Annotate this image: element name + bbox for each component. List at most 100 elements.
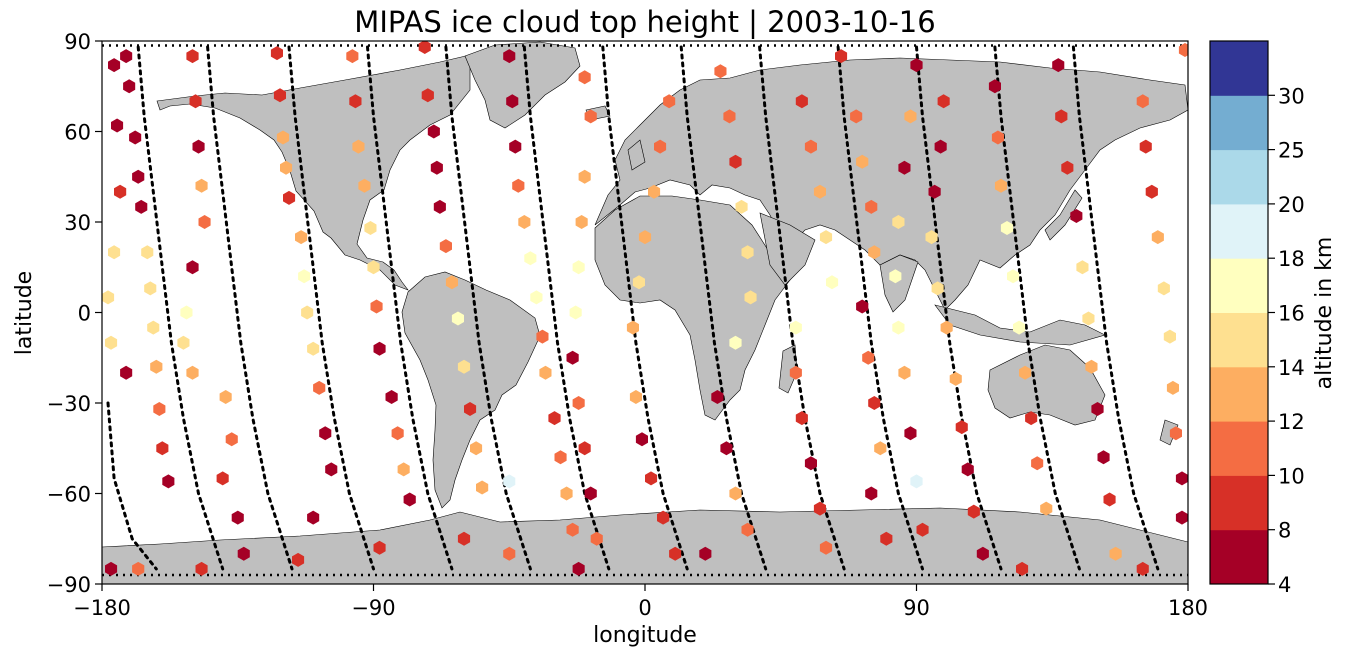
cloud-point (518, 215, 531, 229)
cloud-point (711, 390, 724, 404)
cloud-point (789, 320, 802, 335)
cloud-point (931, 281, 944, 296)
cloud-point (961, 462, 974, 477)
cloud-point (129, 130, 142, 145)
cloud-point (1055, 109, 1068, 124)
cloud-point (195, 178, 208, 193)
cloud-point (162, 474, 175, 489)
cloud-point (385, 390, 398, 404)
cloud-point (105, 335, 118, 350)
cloud-point (1040, 501, 1053, 516)
cloud-point (572, 561, 585, 576)
cloud-point (578, 441, 591, 456)
cloud-point (720, 441, 733, 456)
cloud-point (795, 94, 808, 109)
cloud-point (1025, 411, 1038, 426)
arabia-land (759, 212, 816, 286)
cloud-point (862, 350, 875, 365)
x-axis-label: longitude (593, 623, 697, 648)
cloud-point (476, 480, 489, 495)
cloud-point (418, 41, 431, 54)
cloud-point (1085, 359, 1098, 374)
cloud-point (373, 540, 386, 555)
new-zealand-land (1159, 419, 1179, 446)
cloud-point (298, 269, 311, 284)
satellite-track (758, 45, 846, 571)
cloud-point (560, 486, 573, 501)
cloud-point (729, 154, 742, 169)
cloud-point (868, 396, 881, 410)
cloud-point (301, 305, 314, 320)
x-axis: −180 −90 0 90 180 (73, 584, 1208, 620)
cloud-point (186, 365, 199, 380)
colorbar-segment (1210, 203, 1268, 259)
cloud-point (403, 492, 416, 507)
cloud-point (216, 471, 229, 486)
cloud-point (457, 531, 471, 546)
cloud-point (451, 311, 464, 326)
cloud-point (503, 546, 516, 561)
eurasia-land (594, 57, 1188, 311)
cloud-point (1091, 402, 1104, 416)
cloud-point (1103, 492, 1116, 507)
cloud-point (575, 215, 588, 229)
cloud-point (364, 221, 377, 235)
cloud-point (669, 546, 682, 561)
cloud-point (874, 441, 887, 456)
cloud-point (1061, 160, 1074, 175)
cloud-point (237, 546, 250, 561)
cloud-point (292, 552, 305, 567)
cloud-point (910, 474, 923, 489)
cloud-point (189, 94, 202, 109)
cloud-point (503, 474, 516, 489)
cloud-point (1163, 329, 1176, 344)
cloud-point (1013, 320, 1026, 335)
cloud-point (744, 290, 757, 305)
cloud-point (795, 411, 808, 426)
cloud-point (141, 245, 154, 260)
cloud-point (464, 402, 477, 416)
colorbar-tick-label: 20 (1278, 193, 1305, 217)
satellite-track (993, 45, 1081, 571)
cloud-point (524, 251, 537, 266)
cloud-point (572, 396, 585, 410)
cloud-point (102, 290, 115, 305)
cloud-point (192, 139, 205, 154)
cloud-point (955, 420, 968, 435)
cloud-point (741, 522, 754, 537)
satellite-track (1071, 45, 1160, 571)
cloud-point (180, 305, 193, 320)
colorbar-segment (1210, 41, 1268, 96)
cloud-point (804, 456, 817, 471)
cloud-point (892, 215, 905, 229)
satellite-tracks (102, 44, 1188, 577)
cloud-point (663, 94, 676, 109)
satellite-track (522, 45, 611, 571)
cloud-point (789, 365, 802, 380)
cloud-point (1175, 471, 1188, 486)
cloud-point (898, 365, 911, 380)
cloud-point (470, 441, 483, 456)
colorbar-segment (1210, 475, 1268, 531)
cloud-point (397, 462, 410, 477)
cloud-point (569, 305, 582, 320)
x-tick-label: −90 (351, 596, 395, 620)
cloud-point (325, 462, 338, 477)
cloud-point (904, 426, 917, 441)
cloud-point (120, 49, 133, 64)
cloud-point (645, 471, 658, 486)
cloud-point (729, 335, 742, 350)
cloud-point (427, 124, 440, 139)
cloud-point (648, 184, 661, 199)
colorbar-segment (1210, 149, 1268, 205)
cloud-point (916, 522, 929, 537)
cloud-point (898, 160, 911, 175)
colorbar-tick-label: 14 (1278, 356, 1305, 380)
cloud-point (1178, 43, 1188, 57)
cloud-point (108, 58, 121, 73)
cloud-point (1166, 380, 1179, 395)
cloud-point (1076, 260, 1089, 275)
cloud-point (186, 49, 199, 64)
colorbar-tick-label: 10 (1278, 464, 1305, 488)
